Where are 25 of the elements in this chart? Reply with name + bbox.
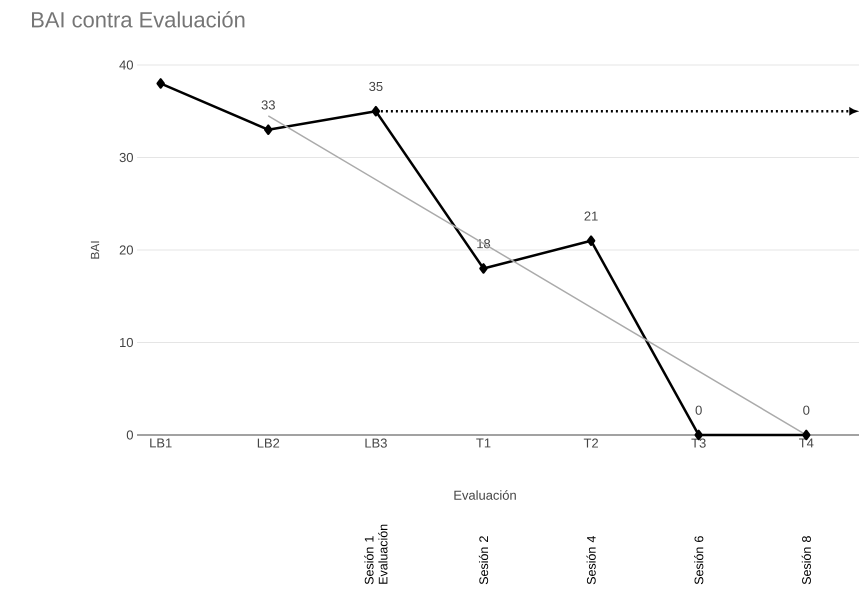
text: Sesión 6 [694, 536, 704, 584]
y-tick-label: 10 [120, 338, 133, 348]
x-tick-label: T2 [584, 438, 598, 448]
data-label: 33 [262, 100, 275, 110]
y-tick-label: 30 [120, 152, 133, 162]
x-tick-label: T4 [799, 438, 814, 448]
data-label: 35 [369, 82, 383, 92]
y-tick-label: 20 [120, 245, 133, 255]
text: Sesión 1 Evaluación [364, 524, 388, 584]
data-label: 0 [803, 406, 810, 415]
x-tick-label: T1 [476, 438, 490, 448]
text: Sesión 2 [478, 536, 488, 584]
x-axis-title: Evaluación [454, 490, 516, 500]
y-tick-label: 0 [126, 430, 133, 440]
x-tick-label: LB2 [258, 438, 280, 448]
x-tick-label: LB1 [150, 438, 172, 448]
text: Sesión 4 [586, 536, 596, 584]
data-label: 0 [696, 406, 702, 415]
chart-title: BAI contra Evaluación [32, 11, 244, 28]
text: Sesión 8 [802, 536, 811, 584]
x-tick-label: T3 [691, 438, 706, 448]
y-axis-title: BAI [90, 241, 100, 259]
data-label: 21 [584, 211, 598, 221]
x-tick-label: LB3 [365, 438, 387, 448]
y-tick-label: 40 [119, 60, 133, 70]
